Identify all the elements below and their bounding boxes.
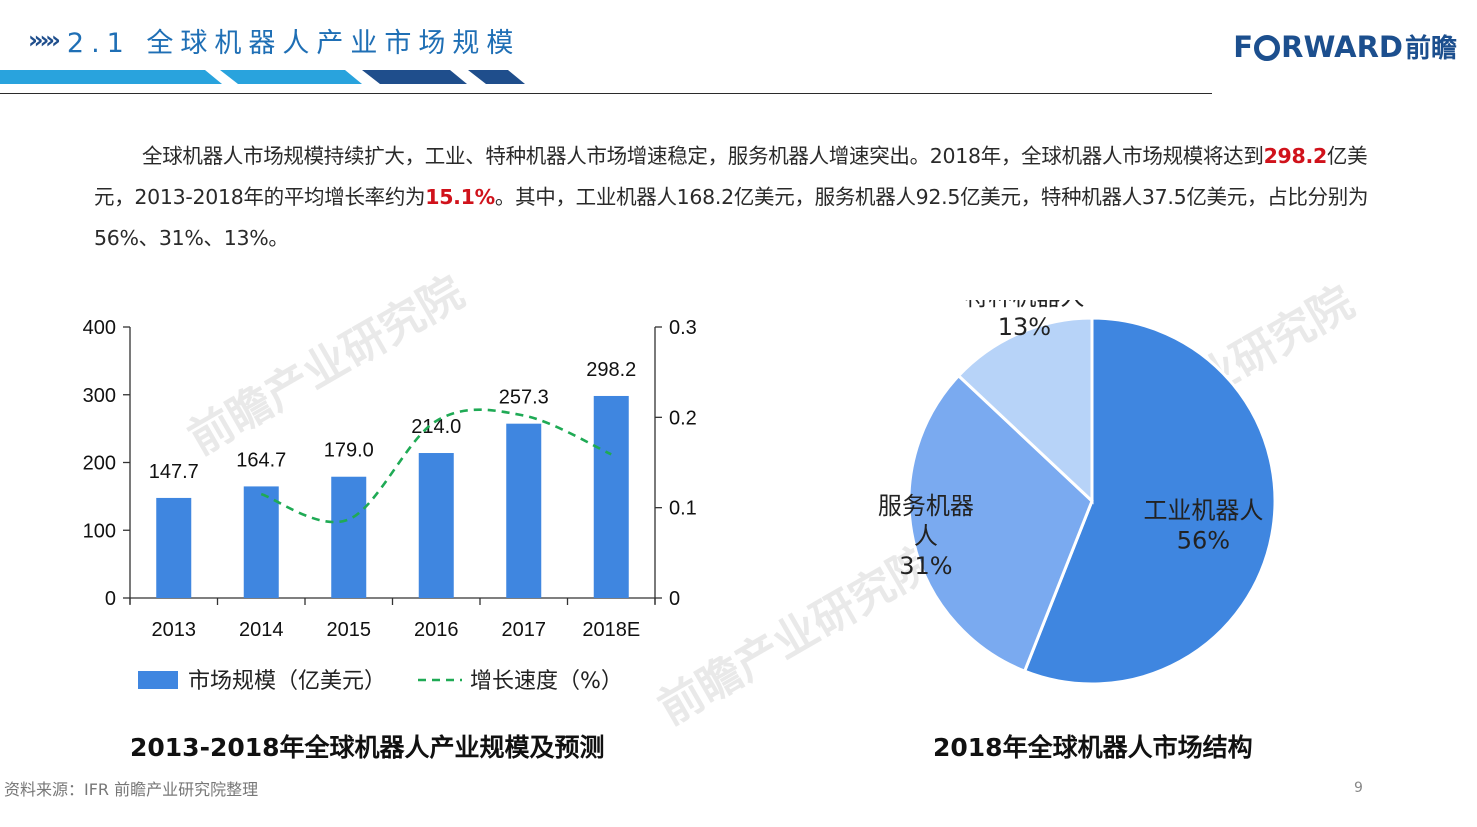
y-left-tick-label: 300 [83, 385, 116, 407]
legend-line-label: 增长速度（%） [470, 669, 623, 694]
highlight-growth-rate: 15.1% [425, 185, 495, 209]
pie-chart-caption: 2018年全球机器人市场结构 [933, 733, 1253, 762]
y-right-tick-label: 0.3 [669, 317, 697, 339]
bar [243, 486, 279, 598]
pie-label-name: 人 [914, 522, 938, 550]
bar-data-label: 214.0 [411, 416, 461, 438]
forward-logo: F RWARD 前瞻 [1233, 29, 1457, 65]
y-left-tick-label: 400 [83, 317, 116, 339]
y-right-tick-label: 0.1 [669, 498, 697, 520]
page-number: 9 [1354, 780, 1363, 796]
x-tick-label: 2015 [327, 619, 372, 641]
bar [593, 395, 629, 598]
decor-bar-1 [0, 70, 222, 84]
y-right-tick-label: 0.2 [669, 407, 697, 429]
pie-label-value: 56% [1177, 526, 1230, 554]
x-tick-label: 2016 [414, 619, 459, 641]
bar [156, 497, 192, 598]
growth-rate-line [260, 408, 612, 524]
pie-label-name: 特种机器人 [964, 300, 1084, 311]
pie-slice-label: 特种机器人 13% [964, 300, 1084, 341]
chevron-right-icon: »»› [28, 26, 61, 54]
decor-bar-4 [468, 70, 525, 84]
pie-slice [956, 316, 1094, 505]
section-header: »»› 2.1 全球机器人产业市场规模 [28, 20, 520, 60]
legend-bar-swatch [138, 671, 178, 689]
legend-bar-label: 市场规模（亿美元） [188, 669, 386, 694]
x-tick-label: 2013 [152, 619, 197, 641]
pie-label-name: 服务机器 [878, 492, 974, 520]
header-divider [0, 93, 1212, 94]
bar [331, 476, 367, 598]
x-tick-label: 2014 [239, 619, 284, 641]
pie-label-name: 工业机器人 [1143, 496, 1263, 524]
bar-chart-caption: 2013-2018年全球机器人产业规模及预测 [130, 733, 605, 762]
decor-bar-3 [362, 70, 467, 84]
x-tick-label: 2018E [582, 619, 640, 641]
bar-data-label: 179.0 [324, 440, 374, 462]
pie-slice [907, 373, 1094, 674]
y-right-tick-label: 0 [669, 588, 680, 610]
bar-data-label: 257.3 [499, 387, 549, 409]
pie-label-value: 13% [998, 313, 1051, 341]
bar-data-label: 298.2 [586, 359, 636, 381]
decor-bar-2 [220, 70, 362, 84]
intro-paragraph: 全球机器人市场规模持续扩大，工业、特种机器人市场增速稳定，服务机器人增速突出。2… [94, 144, 1369, 250]
y-left-tick-label: 0 [105, 588, 116, 610]
bar-line-chart: 0 100 200 300 400 0 0.1 0.2 0.3 2013 147.7 2014 164.… [83, 317, 697, 694]
bar-data-label: 147.7 [149, 461, 199, 483]
bar-data-label: 164.7 [236, 449, 286, 471]
logo-o-icon [1254, 34, 1281, 61]
pie-slice [1022, 316, 1277, 686]
bar [506, 423, 542, 598]
y-left-tick-label: 200 [83, 453, 116, 475]
header-decor-bars [0, 70, 525, 84]
x-tick-label: 2017 [502, 619, 547, 641]
page-title: 2.1 全球机器人产业市场规模 [66, 27, 521, 59]
bar [418, 453, 454, 598]
highlight-market-size: 298.2 [1263, 144, 1328, 168]
pie-label-value: 31% [899, 552, 952, 580]
y-left-tick-label: 100 [83, 520, 116, 542]
source-note: 资料来源：IFR 前瞻产业研究院整理 [4, 780, 259, 799]
